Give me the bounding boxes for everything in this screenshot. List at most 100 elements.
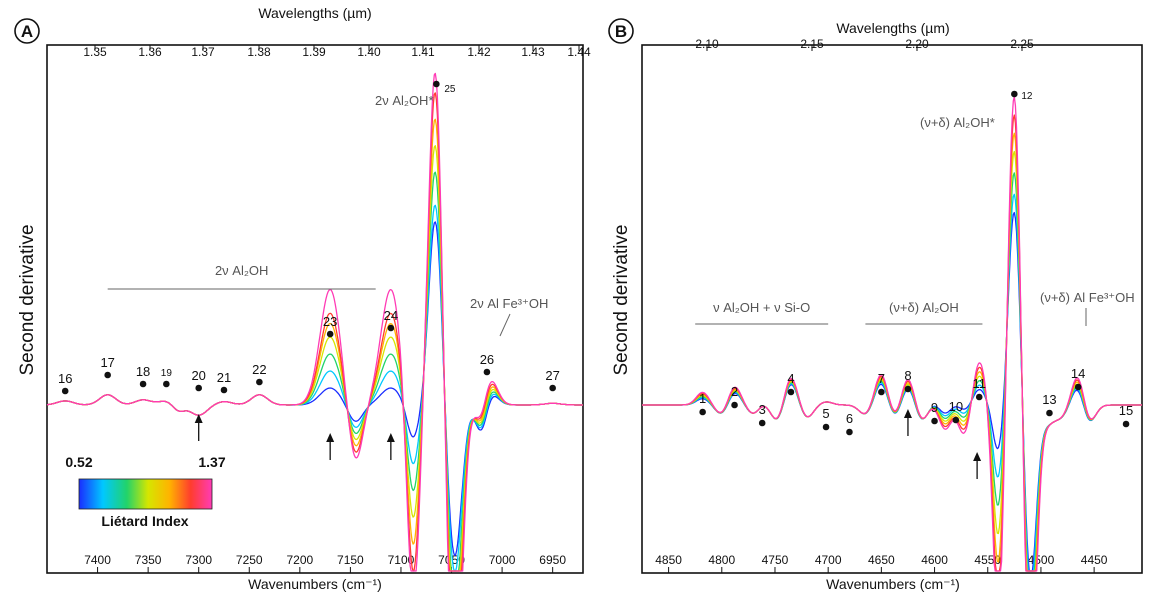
panel-a-bottom-tick-label: 7400 — [84, 553, 111, 567]
panel-b-bottom-tick-label: 4600 — [921, 553, 948, 567]
panel-b-peak-dot — [846, 428, 853, 436]
panel-b-bottom-tick-label: 4850 — [655, 553, 682, 567]
panel-a-bottom-tick-label: 7350 — [135, 553, 162, 567]
panel-a-peak-label: 23 — [323, 314, 337, 329]
svg-text:A: A — [21, 22, 33, 41]
panel-a-bottom-tick-label: 7250 — [236, 553, 263, 567]
panel-b-peak-dot — [1046, 409, 1053, 417]
panel-b-peak-dot — [1074, 383, 1082, 391]
panel-b-series-line — [642, 211, 1142, 572]
panel-b-peak-dot — [904, 385, 912, 393]
panel-b-peak-dot — [1122, 420, 1130, 428]
panel-b-peak-label: 14 — [1071, 366, 1085, 381]
panel-b-top-axis-title: Wavelengths (µm) — [836, 20, 949, 36]
panel-a-peak-label: 25 — [444, 84, 456, 95]
panel-b-peak-dot — [952, 416, 960, 424]
panel-b-peak-label: 6 — [846, 411, 853, 426]
panel-a-peak-dot — [61, 387, 69, 395]
panel-a-top-tick-label: 1.42 — [467, 45, 491, 59]
panel-b-top-ticks: 2.10 2.15 2.20 2.25 — [695, 37, 1034, 51]
panel-a-peak-dot — [387, 324, 395, 332]
panel-a-peak-label: 24 — [384, 308, 398, 323]
panel-a-peak-label: 19 — [161, 368, 173, 379]
panel-b-series-line — [642, 96, 1142, 572]
panel-b-bottom-axis-title: Wavenumbers (cm⁻¹) — [826, 576, 960, 592]
panel-a-peak-dot — [163, 380, 170, 388]
panel-b-peak-dot — [731, 401, 738, 409]
colorbar — [78, 478, 213, 510]
svg-text:B: B — [615, 22, 627, 41]
panel-b-bottom-tick-label: 4750 — [762, 553, 789, 567]
colorbar-max-label: 1.37 — [198, 454, 225, 470]
panel-a-bottom-tick-label: 7150 — [337, 553, 364, 567]
panel-a-top-tick-label: 1.41 — [411, 45, 435, 59]
panel-b-band-label: (ν+δ) Al₂OH* — [920, 115, 995, 130]
panel-b-frame — [641, 44, 1143, 574]
panel-b-series-line — [642, 150, 1142, 572]
panel-b-peak-label: 5 — [822, 406, 829, 421]
panel-a-peak-dot — [483, 368, 491, 376]
panel-a-series-line — [46, 171, 583, 572]
panel-b-band-label: (ν+δ) Al Fe³⁺OH — [1040, 290, 1135, 305]
panel-b-peak-dot — [1011, 90, 1018, 98]
panel-b-band-label: ν Al₂OH + ν Si-O — [713, 300, 810, 315]
panel-b-bottom-tick-label: 4650 — [868, 553, 895, 567]
panel-a-peak-dot — [433, 80, 440, 88]
panel-a-arrow-head — [194, 414, 203, 423]
panel-b-top-tick-label: 2.20 — [905, 37, 929, 51]
panel-a-peak-label: 26 — [480, 352, 494, 367]
panel-a-top-tick-label: 1.36 — [138, 45, 162, 59]
panel-b-band-label: (ν+δ) Al₂OH — [889, 300, 959, 315]
panel-a-annotations: 2ν Al₂OH 2ν Al₂OH* 2ν Al Fe³⁺OH 16 17 18 19 20 2… — [58, 80, 560, 460]
panel-a-top-tick-label: 1.44 — [567, 45, 591, 59]
panel-b-series-line — [642, 172, 1142, 572]
panel-a-peak-label: 27 — [545, 368, 559, 383]
panel-b-peak-dot — [822, 423, 830, 431]
panel-a-top-ticks: 1.35 1.36 1.37 1.38 1.39 1.40 1.41 1.42 1.43 1.44 — [83, 45, 591, 59]
panel-b-peak-label: 2 — [731, 384, 738, 399]
panel-a-band-leader — [499, 313, 511, 337]
panel-b-peak-label: 13 — [1042, 392, 1056, 407]
panel-a-peak-dot — [220, 386, 228, 394]
panel-a-series-line — [46, 72, 583, 572]
colorbar-title: Liétard Index — [101, 513, 188, 529]
panel-a-peak-dot — [256, 378, 263, 386]
panel-a-peak-label: 17 — [100, 355, 114, 370]
panel-b-annotations: ν Al₂OH + ν Si-O (ν+δ) Al₂OH (ν+δ) Al₂OH* (… — [695, 90, 1135, 479]
panel-a-y-axis-title: Second derivative — [17, 224, 38, 375]
panel-b-peak-dot — [931, 417, 938, 425]
panel-b-series-line — [642, 193, 1142, 572]
panel-b-peak-dot — [787, 388, 795, 396]
panel-a-top-tick-label: 1.39 — [302, 45, 326, 59]
panel-a-top-tick-label: 1.35 — [83, 45, 107, 59]
panel-b-peak-label: 8 — [904, 368, 911, 383]
panel-a-band-label: 2ν Al₂OH* — [375, 93, 434, 108]
panel-a-series — [46, 72, 583, 572]
panel-a-band-label: 2ν Al Fe³⁺OH — [470, 296, 548, 311]
panel-a-bottom-axis-title: Wavenumbers (cm⁻¹) — [248, 576, 382, 592]
panel-a-peak-label: 20 — [191, 368, 205, 383]
panel-a-peak-dot — [104, 371, 111, 379]
panel-a-top-tick-label: 1.43 — [521, 45, 545, 59]
panel-a-bottom-tick-label: 7300 — [185, 553, 212, 567]
panel-b-peak-dot — [975, 393, 983, 401]
colorbar-min-label: 0.52 — [65, 454, 92, 470]
panel-b-arrow-head — [903, 409, 912, 418]
panel-a-peak-dot — [326, 330, 334, 338]
panel-a-top-tick-label: 1.38 — [247, 45, 271, 59]
panel-a-bottom-tick-label: 7200 — [286, 553, 313, 567]
panel-b-peak-dot — [878, 388, 885, 396]
panel-b-top-tick-label: 2.25 — [1010, 37, 1034, 51]
panel-b-peak-label: 7 — [878, 371, 885, 386]
panel-b-peak-label: 11 — [972, 376, 986, 391]
panel-b-peak-dot — [699, 408, 706, 416]
panel-a-bottom-tick-label: 7100 — [388, 553, 415, 567]
panel-a-band-label: 2ν Al₂OH — [215, 263, 268, 278]
panel-a-top-axis-title: Wavelengths (µm) — [258, 5, 371, 21]
panel-b-peak-label: 12 — [1021, 91, 1033, 102]
panel-b-y-axis-title: Second derivative — [611, 224, 632, 375]
panel-a-bottom-ticks: 7400 7350 7300 7250 7200 7150 7100 7050 7000 6950 — [84, 553, 566, 573]
panel-a-letter: A — [14, 18, 40, 44]
